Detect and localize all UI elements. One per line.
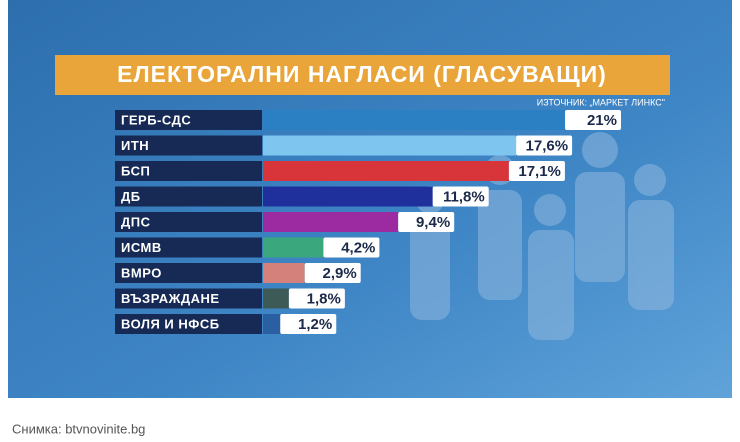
category-label: ИСМВ bbox=[121, 240, 162, 255]
category-box bbox=[115, 263, 262, 283]
value-label: 17,1% bbox=[518, 163, 561, 180]
category-box bbox=[115, 161, 262, 181]
value-label-box bbox=[516, 135, 573, 156]
category-box bbox=[115, 237, 262, 258]
value-label: 1,8% bbox=[307, 290, 341, 307]
category-label: ВЪЗРАЖДАНЕ bbox=[121, 291, 220, 306]
bar bbox=[263, 161, 509, 181]
category-label: БСП bbox=[121, 163, 150, 178]
category-box bbox=[115, 288, 262, 309]
caption: Снимка: btvnovinite.bg bbox=[12, 421, 145, 436]
category-box bbox=[115, 314, 262, 334]
value-label-box bbox=[280, 314, 337, 334]
value-label-box bbox=[323, 237, 380, 258]
value-label: 1,2% bbox=[298, 316, 332, 333]
value-label-box bbox=[398, 212, 455, 232]
value-label-box bbox=[565, 110, 621, 130]
title-bar bbox=[55, 55, 670, 95]
value-label-box bbox=[288, 288, 345, 309]
category-box bbox=[115, 135, 262, 156]
value-label-box bbox=[508, 161, 565, 181]
category-label: ДБ bbox=[121, 189, 141, 204]
value-label: 9,4% bbox=[416, 214, 450, 231]
category-box bbox=[115, 110, 262, 130]
category-label: ИТН bbox=[121, 138, 149, 153]
value-label-box bbox=[432, 186, 489, 207]
source: ИЗТОЧНИК: „МАРКЕТ ЛИНКС" bbox=[537, 97, 665, 107]
value-label-box bbox=[304, 263, 361, 283]
category-box bbox=[115, 212, 262, 232]
bar bbox=[263, 314, 281, 334]
category-label: ВОЛЯ И НФСБ bbox=[121, 316, 220, 331]
bar bbox=[263, 212, 399, 232]
category-label: ДПС bbox=[121, 214, 151, 229]
bar bbox=[263, 237, 324, 258]
value-label: 21% bbox=[587, 112, 617, 129]
bar bbox=[263, 135, 517, 156]
chart-title: ЕЛЕКТОРАЛНИ НАГЛАСИ (ГЛАСУВАЩИ) bbox=[117, 61, 607, 87]
category-label: ВМРО bbox=[121, 265, 162, 280]
bar bbox=[263, 263, 305, 283]
bar bbox=[263, 288, 289, 309]
value-label: 11,8% bbox=[443, 188, 485, 205]
value-label: 4,2% bbox=[341, 239, 375, 256]
bar bbox=[263, 110, 565, 130]
category-box bbox=[115, 186, 262, 207]
category-label: ГЕРБ-СДС bbox=[121, 112, 191, 127]
value-label: 2,9% bbox=[323, 265, 357, 282]
value-label: 17,6% bbox=[526, 137, 569, 154]
bar bbox=[263, 186, 433, 207]
